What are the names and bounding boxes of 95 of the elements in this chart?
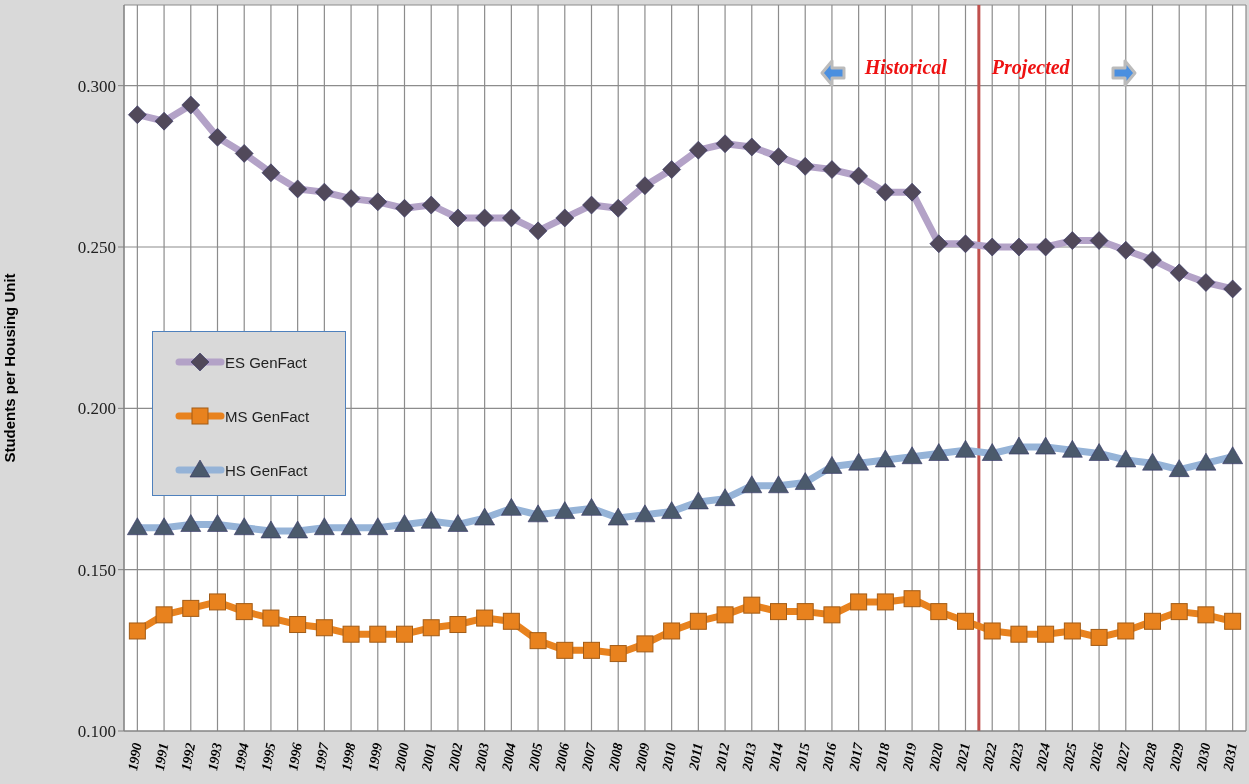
point xyxy=(1090,628,1108,646)
x-tick-label: 2025 xyxy=(1059,741,1080,773)
point xyxy=(209,593,226,611)
x-tick-label: 2008 xyxy=(605,741,626,773)
annotation: Projected xyxy=(991,56,1070,79)
point xyxy=(155,606,173,624)
x-tick-label: 2013 xyxy=(739,741,760,773)
x-tick-label: 2002 xyxy=(445,741,466,773)
point xyxy=(743,596,761,614)
point xyxy=(529,632,547,650)
x-tick-label: 2020 xyxy=(926,741,947,773)
x-tick-label: 2005 xyxy=(525,741,546,773)
point xyxy=(396,625,413,643)
point xyxy=(663,622,681,640)
x-tick-label: 2026 xyxy=(1086,741,1107,773)
annotation: Historical xyxy=(864,56,947,79)
point xyxy=(182,599,200,617)
point xyxy=(342,625,360,643)
x-tick-label: 2010 xyxy=(659,741,680,773)
x-tick-label: 2030 xyxy=(1193,741,1214,773)
point xyxy=(1117,622,1135,640)
x-tick-label: 1992 xyxy=(178,741,199,772)
x-tick-label: 2009 xyxy=(632,741,653,773)
point xyxy=(636,635,654,653)
point xyxy=(609,645,627,663)
point xyxy=(876,593,894,611)
point xyxy=(850,593,868,611)
x-tick-label: 2011 xyxy=(686,741,706,773)
y-tick-label: 0.200 xyxy=(77,399,116,419)
point xyxy=(583,641,600,659)
x-tick-label: 2017 xyxy=(846,740,867,773)
y-axis-title: Students per Housing Unit xyxy=(1,273,19,463)
point xyxy=(930,603,948,621)
x-tick-label: 1994 xyxy=(231,741,252,772)
point xyxy=(1037,625,1055,643)
legend-label: HS GenFact xyxy=(225,461,308,479)
point xyxy=(476,609,494,627)
x-tick-label: 2007 xyxy=(579,740,600,773)
x-tick-label: 2003 xyxy=(472,741,493,773)
x-tick-label: 2023 xyxy=(1006,741,1027,773)
x-tick-label: 1996 xyxy=(285,741,306,772)
point xyxy=(369,625,387,643)
legend-label: MS GenFact xyxy=(225,407,310,425)
point xyxy=(770,603,787,621)
x-tick-label: 2027 xyxy=(1113,740,1134,773)
x-tick-label: 1998 xyxy=(338,741,359,772)
x-tick-label: 2031 xyxy=(1220,741,1241,773)
point xyxy=(502,612,520,630)
point xyxy=(262,609,280,627)
point xyxy=(716,606,734,624)
point xyxy=(1224,612,1242,630)
x-tick-label: 2022 xyxy=(979,741,1000,773)
y-tick-label: 0.100 xyxy=(77,722,116,742)
x-tick-label: 1990 xyxy=(125,741,145,772)
x-tick-label: 2018 xyxy=(872,741,893,773)
x-tick-label: 2024 xyxy=(1033,741,1054,773)
x-tick-label: 2001 xyxy=(418,741,439,773)
x-tick-label: 2029 xyxy=(1166,741,1187,773)
point xyxy=(422,619,440,637)
x-tick-label: 2021 xyxy=(953,741,973,773)
x-tick-label: 2012 xyxy=(712,741,733,773)
point xyxy=(983,622,1001,640)
point xyxy=(315,619,333,637)
x-tick-label: 2028 xyxy=(1140,741,1160,773)
point xyxy=(1170,603,1188,621)
x-tick-label: 2016 xyxy=(819,741,840,773)
x-tick-label: 2014 xyxy=(766,741,786,773)
x-tick-label: 2004 xyxy=(498,741,519,773)
point xyxy=(1063,622,1081,640)
x-tick-label: 2006 xyxy=(552,741,573,773)
point xyxy=(796,603,814,621)
point xyxy=(289,616,307,634)
point xyxy=(1010,625,1028,643)
point xyxy=(128,622,146,640)
y-tick-label: 0.150 xyxy=(77,560,116,580)
point xyxy=(556,641,574,659)
x-tick-label: 2015 xyxy=(792,741,813,773)
x-tick-label: 1999 xyxy=(365,741,386,772)
y-tick-label: 0.250 xyxy=(77,238,116,258)
x-tick-label: 1993 xyxy=(205,741,225,772)
legend-label: ES GenFact xyxy=(225,353,307,371)
x-tick-label: 1991 xyxy=(151,741,172,772)
point xyxy=(235,603,253,621)
x-tick-label: 1997 xyxy=(312,740,332,772)
point xyxy=(1144,612,1161,630)
point xyxy=(689,612,707,630)
x-tick-label: 2000 xyxy=(392,741,412,773)
point xyxy=(449,616,467,634)
point xyxy=(903,590,921,608)
x-tick-label: 1995 xyxy=(258,741,279,772)
y-tick-label: 0.300 xyxy=(77,76,116,96)
point xyxy=(1197,606,1215,624)
point xyxy=(957,612,974,630)
point xyxy=(823,606,841,624)
x-tick-label: 2019 xyxy=(899,741,920,773)
